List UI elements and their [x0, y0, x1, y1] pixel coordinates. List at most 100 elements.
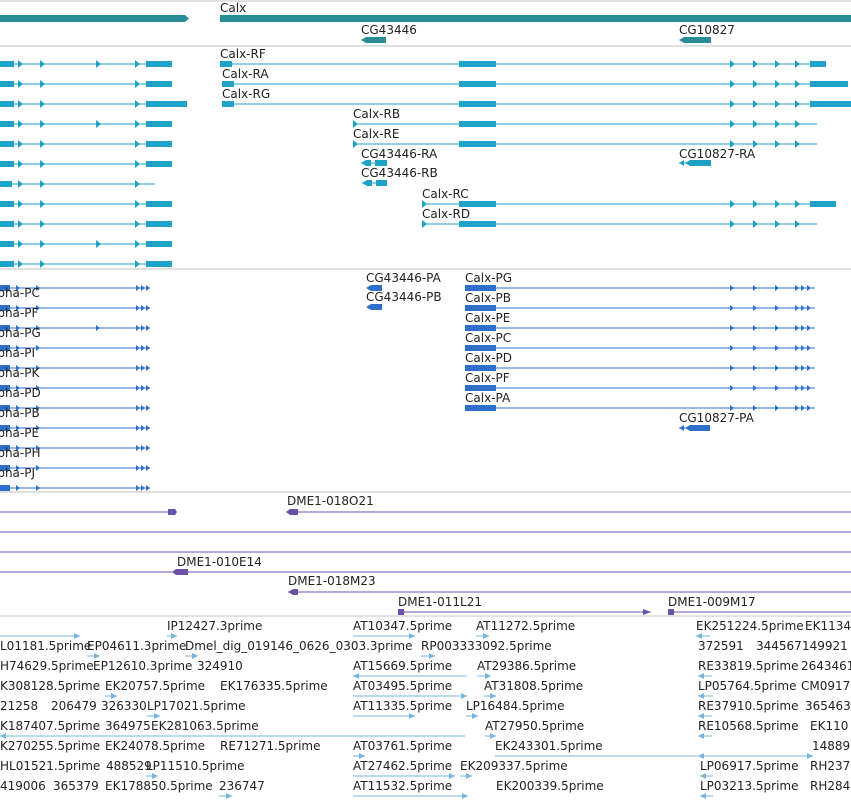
transcript-calx[interactable] — [422, 220, 817, 228]
est-feature[interactable] — [167, 633, 177, 639]
transcript-calx[interactable] — [353, 120, 817, 128]
protein-label: CG43446-PB — [366, 290, 442, 304]
est-feature[interactable] — [353, 633, 415, 639]
est-label: AT27950.5prime — [485, 719, 584, 733]
est-feature[interactable] — [421, 653, 435, 659]
transcript-cg43446-ra[interactable] — [361, 160, 387, 166]
est-feature[interactable] — [185, 653, 198, 659]
transcript-cg10827-ra[interactable] — [679, 160, 711, 166]
est-feature[interactable] — [700, 793, 713, 799]
est-feature[interactable] — [87, 653, 100, 659]
est-feature[interactable] — [484, 693, 496, 699]
transcript-feature[interactable] — [0, 120, 172, 128]
transcript-feature[interactable] — [0, 160, 172, 168]
est-label: LP03213.5prime — [700, 779, 799, 793]
est-feature[interactable] — [466, 713, 478, 719]
est-feature[interactable] — [147, 713, 160, 719]
protein-feature[interactable] — [0, 365, 150, 371]
exon-arrow — [136, 445, 140, 451]
transcript-calx[interactable] — [422, 200, 836, 208]
est-label: EK200339.5prime — [496, 779, 604, 793]
clone-dme1-009m17[interactable] — [668, 609, 851, 615]
protein-feature[interactable] — [0, 285, 150, 291]
transcript-feature[interactable] — [0, 220, 172, 228]
protein-calx[interactable] — [465, 365, 815, 371]
gene-feature-calx[interactable] — [220, 15, 851, 22]
protein-label: Calx-PG — [465, 271, 512, 285]
transcript-feature[interactable] — [0, 200, 172, 208]
protein-feature[interactable] — [0, 405, 150, 411]
protein-calx[interactable] — [465, 385, 815, 391]
transcript-feature[interactable] — [0, 240, 172, 248]
est-feature[interactable] — [476, 633, 489, 639]
est-feature[interactable] — [0, 633, 80, 639]
transcript-calx[interactable] — [353, 140, 817, 148]
clone-label: DME1-018M23 — [288, 574, 376, 588]
protein-feature[interactable] — [0, 465, 150, 471]
est-feature[interactable] — [353, 793, 468, 799]
protein-calx[interactable] — [465, 405, 815, 411]
transcript-calx[interactable] — [222, 100, 851, 108]
est-feature[interactable] — [700, 773, 713, 779]
est-feature[interactable] — [485, 733, 496, 739]
protein-feature[interactable] — [0, 305, 150, 311]
est-track: IP12427.3prime AT10347.5prime AT11272.5p… — [0, 615, 851, 799]
est-feature[interactable] — [146, 773, 158, 779]
transcript-feature[interactable] — [0, 60, 172, 68]
protein-cg43446-pa[interactable] — [366, 285, 382, 291]
gene-feature-cg43446[interactable] — [361, 37, 386, 43]
exon-arrow — [730, 385, 734, 391]
est-feature[interactable] — [698, 713, 712, 719]
gene-feature-cg10827[interactable] — [679, 37, 711, 43]
est-feature[interactable] — [353, 713, 415, 719]
est-feature[interactable] — [696, 633, 710, 639]
est-feature[interactable] — [495, 753, 813, 759]
protein-feature[interactable] — [0, 485, 150, 491]
est-feature[interactable] — [353, 693, 467, 699]
est-label: EK209337.5prime — [460, 759, 568, 773]
est-feature[interactable] — [698, 753, 712, 759]
exon-arrow — [753, 305, 757, 311]
exon-block — [0, 121, 14, 127]
est-feature[interactable] — [0, 733, 465, 739]
est-feature[interactable] — [353, 773, 455, 779]
protein-feature[interactable] — [0, 385, 150, 391]
clone-dme1-011l21[interactable] — [398, 609, 651, 615]
est-feature[interactable] — [698, 673, 712, 679]
protein-calx[interactable] — [465, 285, 815, 291]
protein-cg43446-pb[interactable] — [366, 304, 382, 310]
exon-arrow — [775, 220, 780, 228]
est-feature[interactable] — [698, 733, 712, 739]
exon-block — [810, 201, 836, 207]
clone-dme1-018o21[interactable] — [286, 509, 851, 515]
transcript-feature[interactable] — [0, 180, 155, 188]
clone-dme1-010e14[interactable] — [0, 569, 851, 575]
gene-feature[interactable] — [0, 15, 185, 22]
protein-calx[interactable] — [465, 345, 815, 351]
exon-arrow — [136, 485, 140, 491]
clone-feature[interactable] — [0, 509, 177, 515]
protein-feature[interactable] — [0, 325, 150, 331]
transcript-calx[interactable] — [220, 60, 826, 68]
est-feature[interactable] — [353, 673, 467, 679]
est-label: AT10347.5prime — [353, 619, 452, 633]
transcript-calx[interactable] — [222, 80, 848, 88]
est-feature[interactable] — [353, 753, 365, 759]
est-feature[interactable] — [698, 693, 713, 699]
est-feature[interactable] — [105, 693, 117, 699]
est-feature[interactable] — [460, 773, 472, 779]
est-feature[interactable] — [477, 673, 491, 679]
transcript-feature[interactable] — [0, 80, 172, 88]
transcript-feature[interactable] — [0, 140, 172, 148]
transcript-feature[interactable] — [0, 260, 172, 268]
transcript-feature[interactable] — [0, 100, 187, 108]
clone-dme1-018m23[interactable] — [288, 589, 851, 595]
protein-feature[interactable] — [0, 425, 150, 431]
transcript-cg43446-rb[interactable] — [362, 180, 387, 186]
protein-calx[interactable] — [465, 325, 815, 331]
protein-feature[interactable] — [0, 345, 150, 351]
est-feature[interactable] — [219, 793, 232, 799]
protein-calx[interactable] — [465, 305, 815, 311]
protein-cg10827-pa[interactable] — [679, 425, 710, 431]
protein-feature[interactable] — [0, 445, 150, 451]
